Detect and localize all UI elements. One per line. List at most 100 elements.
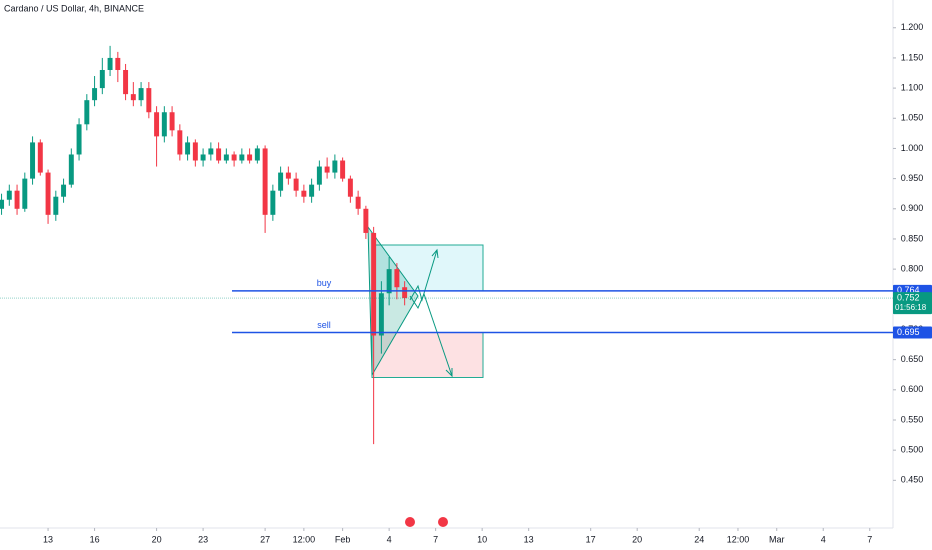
triangle-pattern (367, 225, 419, 377)
x-tick-label: 4 (821, 534, 826, 544)
x-tick-label: Feb (335, 534, 351, 544)
candle-body (22, 178, 28, 209)
level-price-box (893, 326, 932, 339)
y-tick-label: 0.950 (901, 173, 924, 183)
candle-body (177, 130, 183, 155)
candle-body (378, 293, 384, 336)
candle-body (247, 154, 253, 161)
y-tick-label: 1.050 (901, 113, 924, 123)
candle-body (99, 69, 105, 89)
y-tick-label: 1.100 (901, 82, 924, 92)
last-price-box (893, 292, 932, 315)
level-name: buy (317, 278, 332, 288)
level-price-label: 0.764 (897, 285, 920, 295)
candle-body (316, 166, 322, 185)
candle-body (30, 142, 36, 179)
event-flag[interactable] (405, 517, 415, 527)
candle-body (123, 69, 129, 95)
candle-body (61, 184, 67, 197)
candle-body (394, 269, 400, 288)
candle-body (270, 190, 276, 215)
candle-body (216, 148, 222, 161)
level-price-label: 0.695 (897, 327, 920, 337)
candle-body (0, 199, 5, 209)
candle-body (6, 190, 12, 200)
x-tick-label: 17 (586, 534, 596, 544)
drawings (367, 225, 484, 527)
x-tick-label: 7 (867, 534, 872, 544)
candle-body (285, 172, 291, 179)
candle-body (340, 160, 346, 179)
x-tick-label: 16 (90, 534, 100, 544)
down-arrow (409, 292, 453, 377)
y-tick-label: 1.200 (901, 22, 924, 32)
candle-body (231, 154, 237, 161)
candle-body (347, 178, 353, 197)
candle-body (37, 142, 43, 173)
y-tick-label: 0.450 (901, 475, 924, 485)
candle-body (324, 166, 330, 173)
level-name: sell (317, 320, 331, 330)
candle-body (76, 124, 82, 155)
candle-body (169, 112, 175, 131)
candle-body (254, 148, 260, 161)
last-price-label: 0.752 (897, 292, 920, 302)
x-tick-label: 23 (198, 534, 208, 544)
candle-body (84, 100, 90, 125)
chart-title: Cardano / US Dollar, 4h, BINANCE (4, 3, 144, 13)
candle-body (301, 190, 307, 197)
candle-body (278, 172, 284, 191)
candle-body (115, 57, 121, 70)
up-arrow-head (431, 248, 439, 259)
candle-body (154, 112, 160, 137)
candle-body (262, 148, 268, 215)
candle-body (309, 184, 315, 197)
x-tick-label: 20 (152, 534, 162, 544)
down-arrow-head (445, 368, 453, 378)
event-flag[interactable] (438, 517, 448, 527)
candle-body (45, 172, 51, 215)
x-tick-label: 13 (524, 534, 534, 544)
candle-body (68, 154, 74, 185)
x-tick-label: Mar (769, 534, 785, 544)
candle-body (355, 196, 361, 209)
candle-body (200, 154, 206, 161)
short-position-box (371, 332, 484, 378)
x-tick-label: 24 (694, 534, 704, 544)
y-tick-label: 0.550 (901, 414, 924, 424)
candle-body (92, 88, 98, 101)
y-tick-label: 0.800 (901, 264, 924, 274)
candle-body (239, 154, 245, 161)
x-tick-label: 10 (477, 534, 487, 544)
candle-body (402, 287, 408, 299)
y-tick-label: 0.600 (901, 384, 924, 394)
x-tick-label: 7 (433, 534, 438, 544)
up-arrow (409, 249, 438, 302)
candle-body (53, 196, 59, 215)
candle-body (363, 208, 369, 233)
candle-body (208, 148, 214, 155)
y-tick-label: 1.150 (901, 52, 924, 62)
candle-body (386, 269, 392, 294)
candle-body (332, 160, 338, 173)
x-tick-label: 12:00 (727, 534, 750, 544)
x-tick-label: 13 (43, 534, 53, 544)
x-tick-label: 12:00 (293, 534, 316, 544)
x-tick-label: 4 (387, 534, 392, 544)
candle-body (185, 142, 191, 155)
y-tick-label: 0.850 (901, 233, 924, 243)
candle-body (14, 190, 20, 209)
candle-body (161, 112, 167, 137)
candle-body (192, 142, 198, 161)
y-tick-label: 0.900 (901, 203, 924, 213)
candle-body (293, 178, 299, 191)
x-tick-label: 27 (260, 534, 270, 544)
candle-body (371, 232, 377, 336)
candle-body (146, 88, 152, 113)
y-tick-label: 0.650 (901, 354, 924, 364)
y-tick-label: 1.000 (901, 143, 924, 153)
countdown: 01:56:18 (895, 303, 927, 312)
y-tick-label: 0.500 (901, 445, 924, 455)
